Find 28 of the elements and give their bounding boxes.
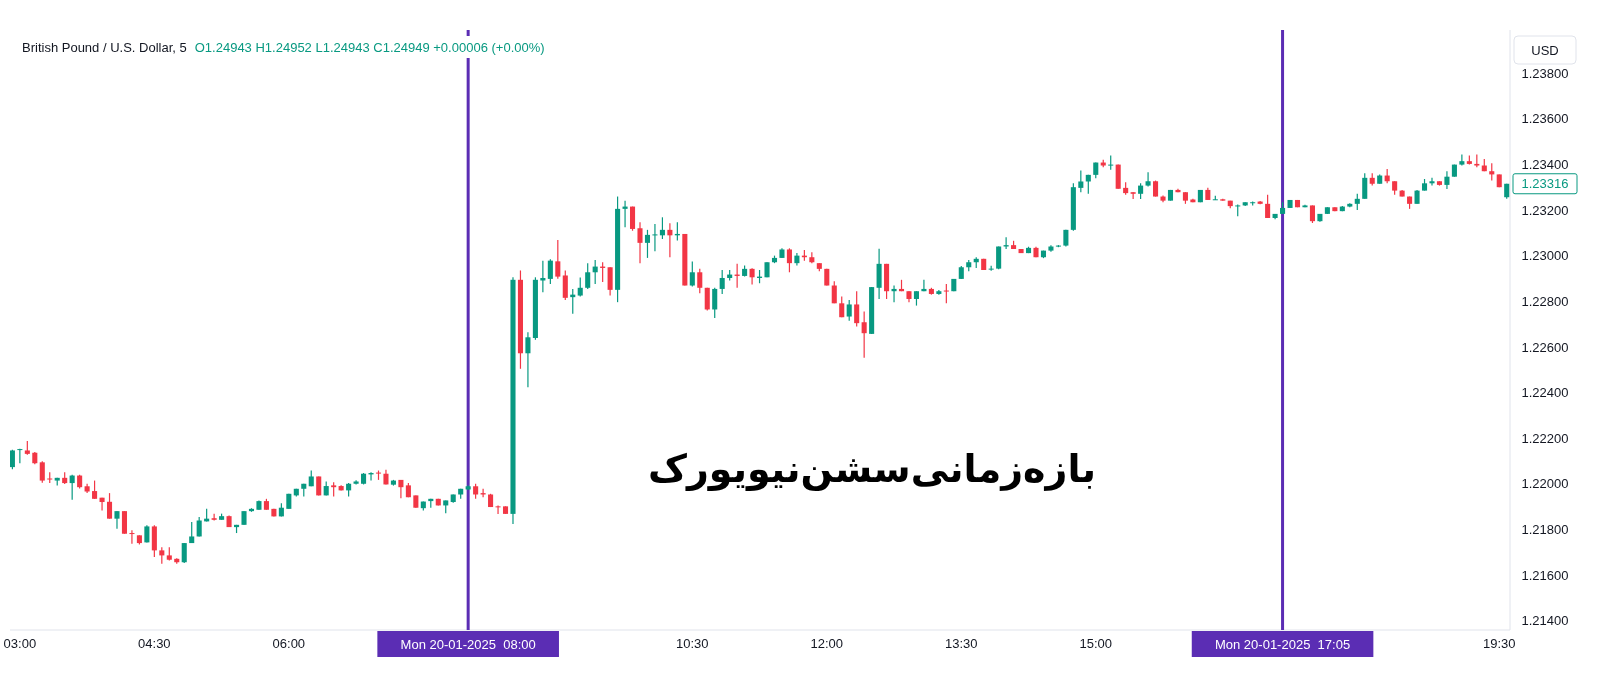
y-tick-label: 1.23000	[1521, 248, 1569, 264]
y-tick-label: 1.23400	[1521, 157, 1569, 173]
y-tick-label: 1.21800	[1521, 522, 1569, 538]
x-tick-label: 06:00	[272, 636, 306, 651]
x-tick-label: 15:00	[1079, 636, 1113, 651]
y-tick-label: 1.22200	[1521, 430, 1569, 446]
ref-line-label: Mon 20-01-2025 17:05	[1214, 637, 1351, 652]
y-tick-label: 1.21400	[1521, 613, 1569, 629]
y-tick-label: 1.22000	[1521, 476, 1569, 492]
annotation: بازه‌زمانی‌سشن‌نیویورک	[648, 447, 1096, 491]
x-tick-label: 10:30	[676, 636, 709, 651]
y-tick-label: 1.23600	[1521, 111, 1569, 127]
text: USD	[1531, 43, 1559, 58]
y-tick-label: 1.23200	[1521, 202, 1569, 218]
y-tick-label: 1.22800	[1521, 293, 1569, 309]
annotation: O1.24943 H1.24952 L1.24943 C1.24949 +0.00006 (+0.00%)	[194, 40, 545, 55]
x-tick-label: 19:30	[1482, 636, 1516, 651]
x-tick-label: 03:00	[3, 636, 37, 651]
ref-line-label: Mon 20-01-2025 08:00	[400, 637, 536, 652]
y-tick-label: 1.23800	[1521, 65, 1569, 81]
x-tick-label: 04:30	[138, 636, 171, 651]
text: British Pound / U.S. Dollar, 5	[22, 40, 187, 55]
x-tick-label: 13:30	[945, 636, 978, 651]
y-tick-label: 1.22400	[1521, 385, 1569, 401]
y-tick-label: 1.21600	[1521, 567, 1569, 583]
text: 1.23316	[1521, 176, 1569, 192]
y-tick-label: 1.22600	[1521, 339, 1569, 355]
x-tick-label: 12:00	[810, 636, 844, 651]
